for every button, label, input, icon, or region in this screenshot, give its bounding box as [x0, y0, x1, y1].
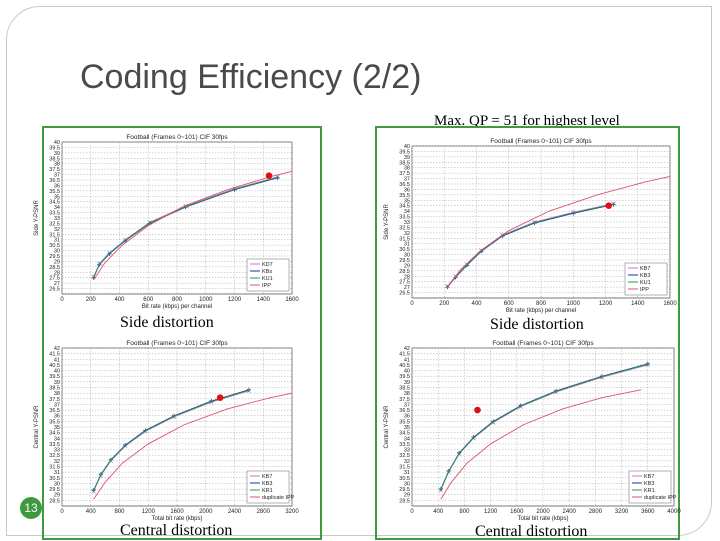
caption-side-left: Side distortion	[120, 314, 214, 331]
page-number: 13	[20, 497, 42, 519]
caption-central-left: Central distortion	[120, 522, 233, 539]
caption-side-right: Side distortion	[490, 316, 584, 333]
left-panel-frame	[42, 126, 322, 540]
qp-note: Max. QP = 51 for highest level	[434, 113, 620, 129]
slide-title: Coding Efficiency (2/2)	[80, 58, 422, 96]
right-panel-frame	[375, 126, 680, 540]
caption-central-right: Central distortion	[475, 523, 588, 540]
slide-frame	[6, 6, 712, 536]
